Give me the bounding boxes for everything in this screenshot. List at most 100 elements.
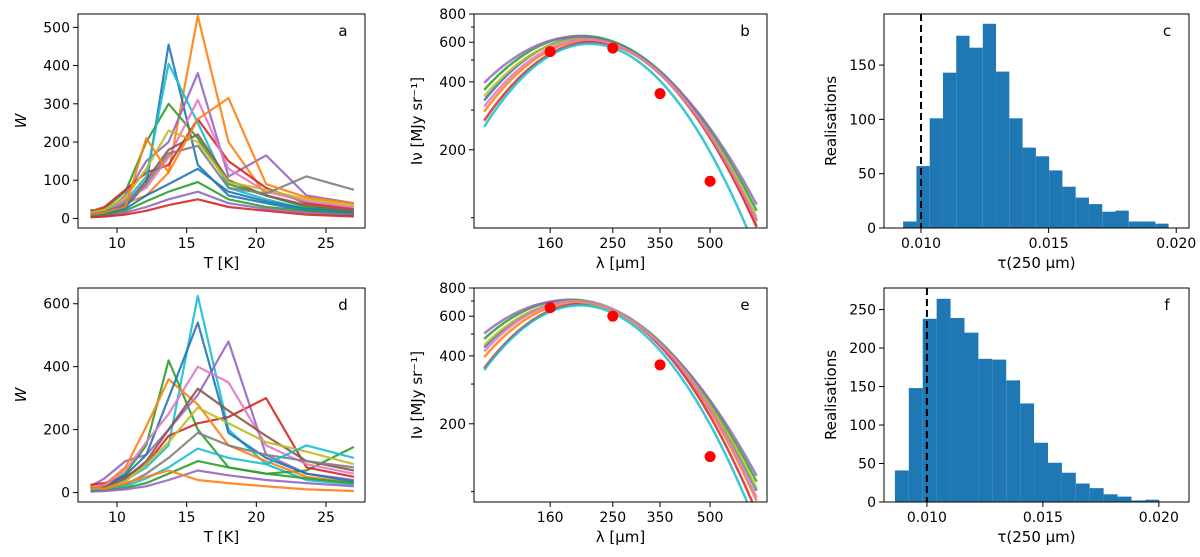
histogram-bar [1034,442,1048,502]
y-tick-label: 150 [849,380,876,396]
histogram-bar [929,118,943,228]
x-axis-label: T [K] [203,254,239,272]
y-tick-label: 400 [43,59,70,75]
panel-letter: f [1164,296,1170,314]
axes-frame [77,13,366,229]
histogram-bar [1102,211,1116,228]
x-tick-label: 500 [697,236,724,252]
panel-b: 160 250 350 500 200 400 600 800 λ [µm] Iν [MJy sr… [408,7,768,272]
model-group [483,298,758,502]
series-group [89,294,355,493]
histogram-bar [1049,170,1063,228]
histogram-bar [894,470,909,502]
series-group [90,14,355,219]
model-curve-2 [483,34,758,212]
panel-letter: b [740,22,750,40]
histogram-bar [969,47,983,228]
y-tick-label: 400 [439,349,466,365]
histogram-bar [1131,500,1146,502]
histogram-bar [956,35,970,228]
panel-letter: c [1163,22,1171,40]
x-tick-label: 10 [108,510,126,526]
observation-point [654,359,666,371]
y-axis-label: W [12,112,30,128]
x-tick-label: 10 [108,236,126,252]
histogram-bar [1035,156,1050,228]
y-tick-label: 600 [43,297,70,313]
panel-e: 160 250 350 500 200 400 600 800 λ [µm] Iν [MJy sr… [408,281,768,546]
panel-c: 0.010 0.015 0.020 0 50 100 150 τ(250 µm) Realisa… [822,13,1196,272]
panel-letter: e [740,296,749,314]
y-axis-label: Realisations [822,76,840,166]
y-tick-label: 150 [849,58,876,74]
y-axis-label: Realisations [822,350,840,440]
model-curve-0 [483,299,758,492]
x-axis-label: τ(250 µm) [997,254,1075,272]
x-axis-label: λ [µm] [596,254,646,272]
observation-point [544,46,556,58]
x-axis-label: T [K] [203,528,239,546]
y-tick-label: 50 [858,457,876,473]
x-tick-label: 0.015 [1023,510,1063,526]
histogram-bar [1061,472,1076,502]
histogram-bar [1020,403,1035,502]
x-tick-label: 250 [599,510,626,526]
y-tick-label: 400 [439,75,466,91]
y-tick-label: 100 [849,112,876,128]
series-line-r7 [90,98,355,215]
series-line-r11 [90,96,355,216]
y-axis-label: Iν [MJy sr⁻¹] [408,77,426,165]
model-curve-7 [483,299,758,498]
y-tick-label: 400 [43,360,70,376]
x-tick-label: 20 [247,510,265,526]
x-tick-label: 0.010 [901,236,941,252]
x-tick-label: 0.020 [1139,510,1179,526]
x-tick-label: 0.010 [907,510,947,526]
x-tick-label: 0.015 [1029,236,1069,252]
y-tick-label: 0 [867,221,876,237]
series-line-r15 [90,198,354,219]
model-curve-4 [483,35,758,206]
y-tick-label: 600 [439,35,466,51]
y-tick-label: 500 [43,20,70,36]
histogram-bar [922,318,937,502]
series-line-r5 [90,378,355,490]
y-tick-label: 0 [61,486,70,502]
x-axis-label: λ [µm] [596,528,646,546]
y-tick-label: 100 [849,418,876,434]
model-curve-5 [483,304,749,502]
series-line-r8 [90,387,355,490]
series-line-r12 [90,167,354,218]
y-axis-label: W [12,386,30,402]
panel-a: 10 15 20 25 0 100 200 300 400 500 T [K] Wa [12,13,366,272]
panel-d: 10 15 20 25 0 200 400 600 T [K] Wd [12,287,366,546]
histogram-bar [996,71,1010,228]
observation-point [654,88,666,100]
histogram-bar [1088,204,1103,228]
model-curve-5 [483,42,749,228]
series-line-r3 [89,340,355,488]
histogram-bar [1075,483,1090,502]
x-tick-label: 15 [178,236,196,252]
axes-frame [883,287,1190,503]
y-tick-label: 50 [858,167,876,183]
model-group [483,34,758,228]
histogram-bar [1089,488,1104,502]
x-tick-label: 25 [317,236,335,252]
x-tick-label: 20 [247,236,265,252]
y-tick-label: 800 [439,7,466,23]
histogram-bar [1047,462,1062,502]
histogram-bar [1062,186,1076,228]
y-tick-label: 800 [439,281,466,297]
x-tick-label: 25 [317,510,335,526]
observation-point [607,310,619,322]
x-tick-label: 160 [537,510,564,526]
y-tick-label: 600 [439,309,466,325]
y-tick-label: 250 [849,303,876,319]
histogram-bar [942,72,957,228]
histogram-bar [936,298,951,502]
histogram-bar [992,359,1007,502]
observation-point [544,302,556,314]
panel-f: 0.010 0.015 0.020 0 50 100 150 200 250 τ(250 µm) R… [822,287,1190,546]
